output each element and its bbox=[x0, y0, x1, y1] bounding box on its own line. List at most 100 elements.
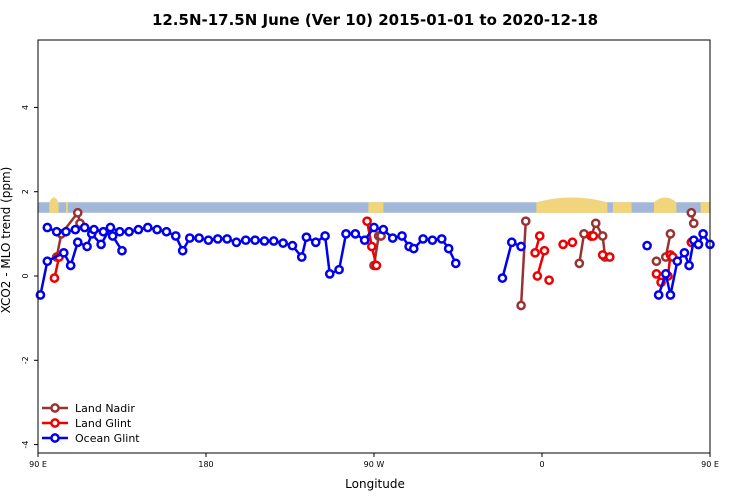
data-point bbox=[574, 258, 585, 269]
data-point bbox=[177, 245, 188, 256]
data-point bbox=[665, 290, 676, 300]
data-point bbox=[651, 269, 662, 279]
data-point bbox=[82, 241, 92, 252]
x-tick-label: 90 W bbox=[364, 460, 385, 469]
data-point bbox=[665, 229, 676, 239]
data-point bbox=[418, 234, 428, 244]
legend-label: Ocean Glint bbox=[75, 432, 140, 445]
data-point bbox=[334, 264, 344, 275]
land-segment bbox=[612, 202, 632, 213]
data-point bbox=[359, 235, 370, 246]
series-line bbox=[55, 209, 82, 258]
series-layer bbox=[35, 207, 715, 311]
data-point bbox=[397, 231, 407, 241]
data-point bbox=[320, 231, 330, 241]
data-point bbox=[35, 290, 46, 300]
legend: Land Nadir Land Glint Ocean Glint bbox=[42, 402, 140, 445]
data-point bbox=[194, 233, 204, 243]
x-axis: 90 E 180 90 W 0 90 E bbox=[29, 453, 719, 469]
data-point bbox=[341, 229, 351, 239]
data-point bbox=[516, 300, 526, 311]
land-bump bbox=[49, 197, 59, 203]
data-point bbox=[567, 237, 578, 248]
data-point bbox=[534, 231, 545, 241]
data-point bbox=[436, 234, 447, 244]
legend-label: Land Nadir bbox=[75, 402, 135, 415]
data-point bbox=[443, 243, 454, 254]
data-point bbox=[161, 226, 172, 237]
data-point bbox=[369, 222, 379, 233]
data-point bbox=[98, 226, 109, 237]
data-point bbox=[408, 243, 419, 254]
y-tick-label: -4 bbox=[21, 441, 30, 449]
data-point bbox=[588, 231, 599, 241]
data-point bbox=[72, 237, 83, 248]
data-point bbox=[212, 234, 223, 244]
data-point bbox=[296, 252, 307, 262]
data-point bbox=[152, 224, 162, 235]
land-segment bbox=[368, 202, 384, 213]
data-point bbox=[287, 240, 298, 251]
data-point bbox=[642, 240, 652, 251]
data-point bbox=[250, 235, 260, 246]
data-point bbox=[597, 231, 608, 241]
land-segment bbox=[536, 202, 608, 213]
data-point bbox=[70, 224, 81, 235]
data-point bbox=[310, 237, 321, 248]
land-bump bbox=[654, 197, 677, 203]
data-point bbox=[105, 222, 116, 233]
data-point bbox=[532, 271, 543, 281]
data-point bbox=[231, 237, 242, 248]
y-tick-label: -2 bbox=[21, 356, 30, 364]
data-point bbox=[604, 252, 615, 262]
data-point bbox=[651, 256, 662, 267]
data-point bbox=[89, 224, 99, 235]
y-axis-label: XCO2 - MLO trend (ppm) bbox=[0, 167, 13, 314]
data-point bbox=[672, 256, 683, 267]
data-point bbox=[427, 235, 438, 246]
data-point bbox=[142, 222, 153, 233]
data-point bbox=[301, 232, 312, 243]
data-point bbox=[530, 247, 540, 258]
land-segment bbox=[49, 202, 59, 213]
data-point bbox=[184, 233, 195, 243]
land-segment bbox=[654, 202, 677, 213]
data-point bbox=[366, 241, 377, 252]
data-point bbox=[387, 233, 398, 243]
data-point bbox=[684, 260, 694, 271]
data-point bbox=[96, 239, 106, 250]
land-segment bbox=[700, 202, 710, 213]
data-point bbox=[660, 269, 671, 279]
legend-marker bbox=[50, 403, 60, 413]
x-tick-label: 90 E bbox=[29, 460, 47, 469]
land-bump bbox=[536, 197, 608, 203]
data-point bbox=[259, 236, 270, 246]
data-point bbox=[42, 256, 53, 267]
data-point bbox=[497, 273, 508, 283]
y-tick-label: 0 bbox=[21, 273, 30, 278]
data-point bbox=[544, 275, 554, 286]
x-tick-label: 0 bbox=[539, 460, 544, 469]
data-point bbox=[693, 239, 704, 250]
land-band bbox=[38, 197, 710, 213]
data-point bbox=[539, 245, 550, 256]
x-tick-label: 180 bbox=[198, 460, 213, 469]
data-point bbox=[51, 226, 62, 237]
chart-title: 12.5N-17.5N June (Ver 10) 2015-01-01 to … bbox=[152, 11, 598, 29]
data-point bbox=[114, 226, 125, 237]
data-point bbox=[203, 235, 214, 246]
data-point bbox=[350, 229, 361, 239]
legend-marker bbox=[50, 418, 60, 428]
data-point bbox=[590, 218, 601, 229]
data-point bbox=[42, 222, 53, 233]
data-point bbox=[278, 238, 288, 248]
data-point bbox=[520, 216, 531, 227]
data-point bbox=[268, 236, 279, 246]
series-line bbox=[519, 221, 528, 306]
data-point bbox=[49, 273, 60, 283]
data-point bbox=[170, 231, 181, 241]
data-point bbox=[688, 218, 699, 229]
data-point bbox=[72, 207, 83, 218]
data-point bbox=[516, 241, 526, 252]
